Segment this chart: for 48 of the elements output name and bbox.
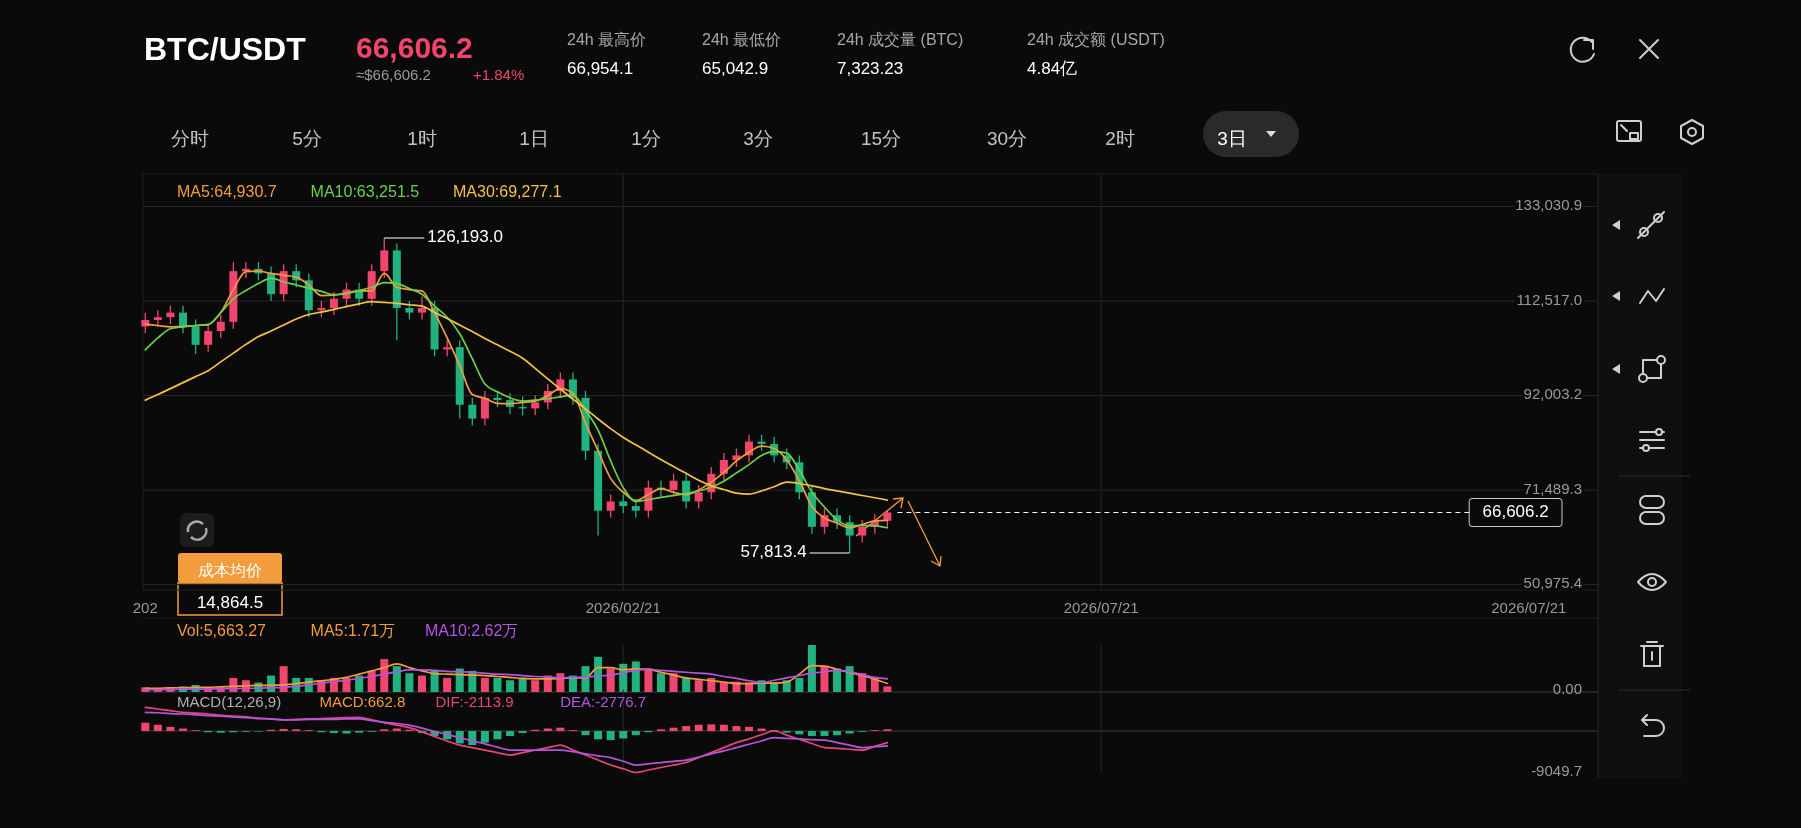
text: 5分 (292, 128, 322, 150)
y-tick-label: 92,003.2 (1523, 385, 1582, 403)
chart-title: BTC/USDT (144, 31, 307, 68)
text: 14,864.5 (196, 593, 264, 613)
y-tick-label: 71,489.3 (1523, 479, 1582, 497)
x-tick-label: 2026/07/21 (1491, 598, 1567, 616)
x-tick-label: 202 (132, 598, 158, 616)
annotation: 126,193.0 (427, 227, 503, 247)
annotation: MACD(12,26,9) (177, 692, 282, 710)
y-tick-label: 112,517.0 (1516, 290, 1582, 308)
text: MA10:63,251.5 (310, 183, 420, 201)
text: 3日 (1217, 128, 1247, 150)
annotation: MACD:662.8 (319, 692, 406, 710)
ref-line-label: 66,606.2 (1482, 501, 1549, 521)
text: 15分 (860, 128, 902, 150)
text: 分时 (171, 128, 209, 150)
text: 4.84亿 (1027, 59, 1078, 79)
text: 24h 成交量 (BTC) (837, 31, 964, 49)
text: 1日 (519, 128, 549, 150)
text: 1分 (631, 128, 661, 150)
text: 1时 (407, 128, 437, 150)
annotation: 57,813.4 (740, 542, 807, 562)
series-label: DIF:-2113.9 (435, 692, 514, 710)
series-label: MA10:2.62万 (425, 622, 519, 640)
text: MA30:69,277.1 (453, 183, 562, 201)
text: DEA:-2776.7 (560, 692, 647, 710)
y-tick-label: 133,030.9 (1515, 196, 1582, 214)
text: 66,954.1 (567, 59, 634, 79)
text: 65,042.9 (702, 59, 769, 79)
text: MA5:64,930.7 (177, 183, 277, 201)
y-tick-label: 50,975.4 (1523, 574, 1582, 592)
text: 2时 (1105, 128, 1135, 150)
text: ≈$66,606.2 (356, 65, 431, 83)
x-tick-label: 2026/02/21 (585, 598, 661, 616)
text: 30分 (986, 128, 1028, 150)
series-label: MA5:1.71万 (310, 622, 396, 640)
text: 24h 最低价 (702, 31, 782, 49)
annotation: 成本均价 (198, 562, 262, 580)
text: 66,606.2 (356, 30, 473, 64)
annotation: 0.00 (1552, 679, 1582, 697)
annotation: -9049.7 (1531, 761, 1582, 779)
text: 3分 (743, 128, 773, 150)
text: 24h 成交额 (USDT) (1027, 31, 1165, 49)
text: 7,323.23 (837, 59, 904, 79)
text: 24h 最高价 (567, 31, 647, 49)
x-tick-label: 2026/07/21 (1063, 598, 1139, 616)
text: +1.84% (473, 65, 525, 83)
text: Vol:5,663.27 (177, 622, 267, 640)
